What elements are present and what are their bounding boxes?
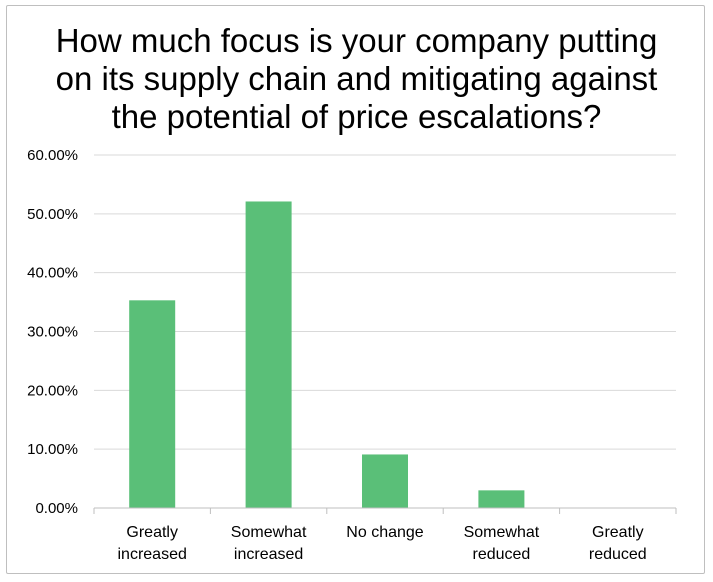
chart-title-line-3: the potential of price escalations? [111,98,602,135]
chart-title-line-2: on its supply chain and mitigating again… [55,60,658,97]
chart-title: How much focus is your company putting o… [20,22,693,136]
x-tick-label: No change [346,524,423,541]
x-tick-labels: Greatly increased Somewhat increased No chan… [118,524,647,563]
gridlines [94,154,676,450]
chart-frame [6,5,705,574]
bar [129,300,176,508]
y-tick-label: 20.00% [27,382,78,399]
y-tick-label: 50.00% [27,206,78,223]
chart-title-line-1: How much focus is your company putting [55,22,658,59]
y-tick-label: 60.00% [27,147,78,164]
x-tick-label: Greatly increased [118,524,187,563]
x-tick-label: Somewhat increased [231,524,307,563]
bar [478,490,525,508]
bars [129,201,525,508]
x-axis [93,507,677,514]
bar [362,454,408,508]
x-tick-label: Somewhat reduced [464,524,540,563]
x-tick-label: Greatly reduced [589,524,647,563]
y-tick-label: 10.00% [27,441,78,458]
y-tick-labels: 0.00% 10.00% 20.00% 30.00% 40.00% 50.00% 60.00… [27,147,78,517]
y-tick-label: 40.00% [27,265,78,282]
y-tick-label: 30.00% [27,324,78,341]
bar [245,201,292,508]
y-tick-label: 0.00% [35,500,78,517]
